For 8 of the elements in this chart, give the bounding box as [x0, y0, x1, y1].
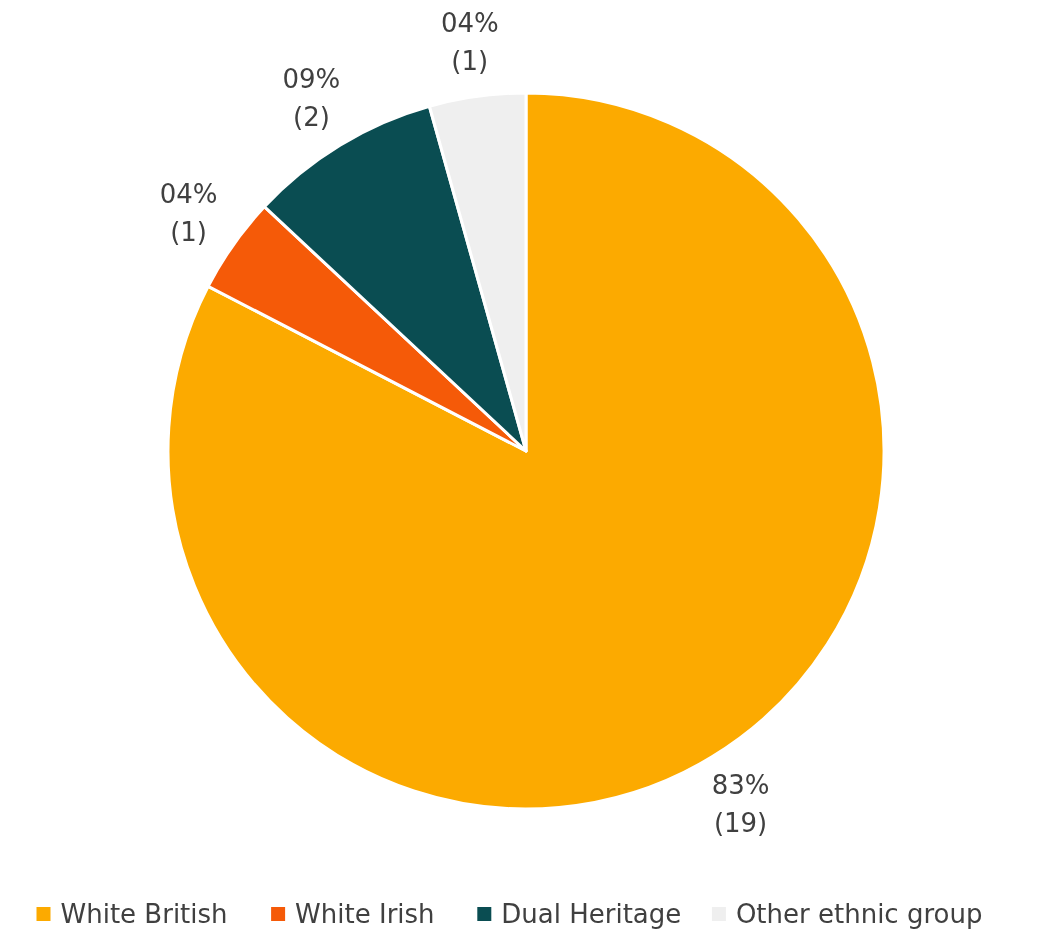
legend-label: Other ethnic group: [735, 899, 983, 929]
data-label: 83% (19): [711, 769, 770, 838]
legend-label: White Irish: [295, 899, 435, 929]
legend-label: Dual Heritage: [501, 899, 682, 929]
legend-label: White British: [60, 899, 228, 929]
data-label: 04% (1): [159, 178, 218, 247]
data-label: 04% (1): [440, 7, 499, 76]
data-label: 09% (2): [282, 64, 341, 133]
